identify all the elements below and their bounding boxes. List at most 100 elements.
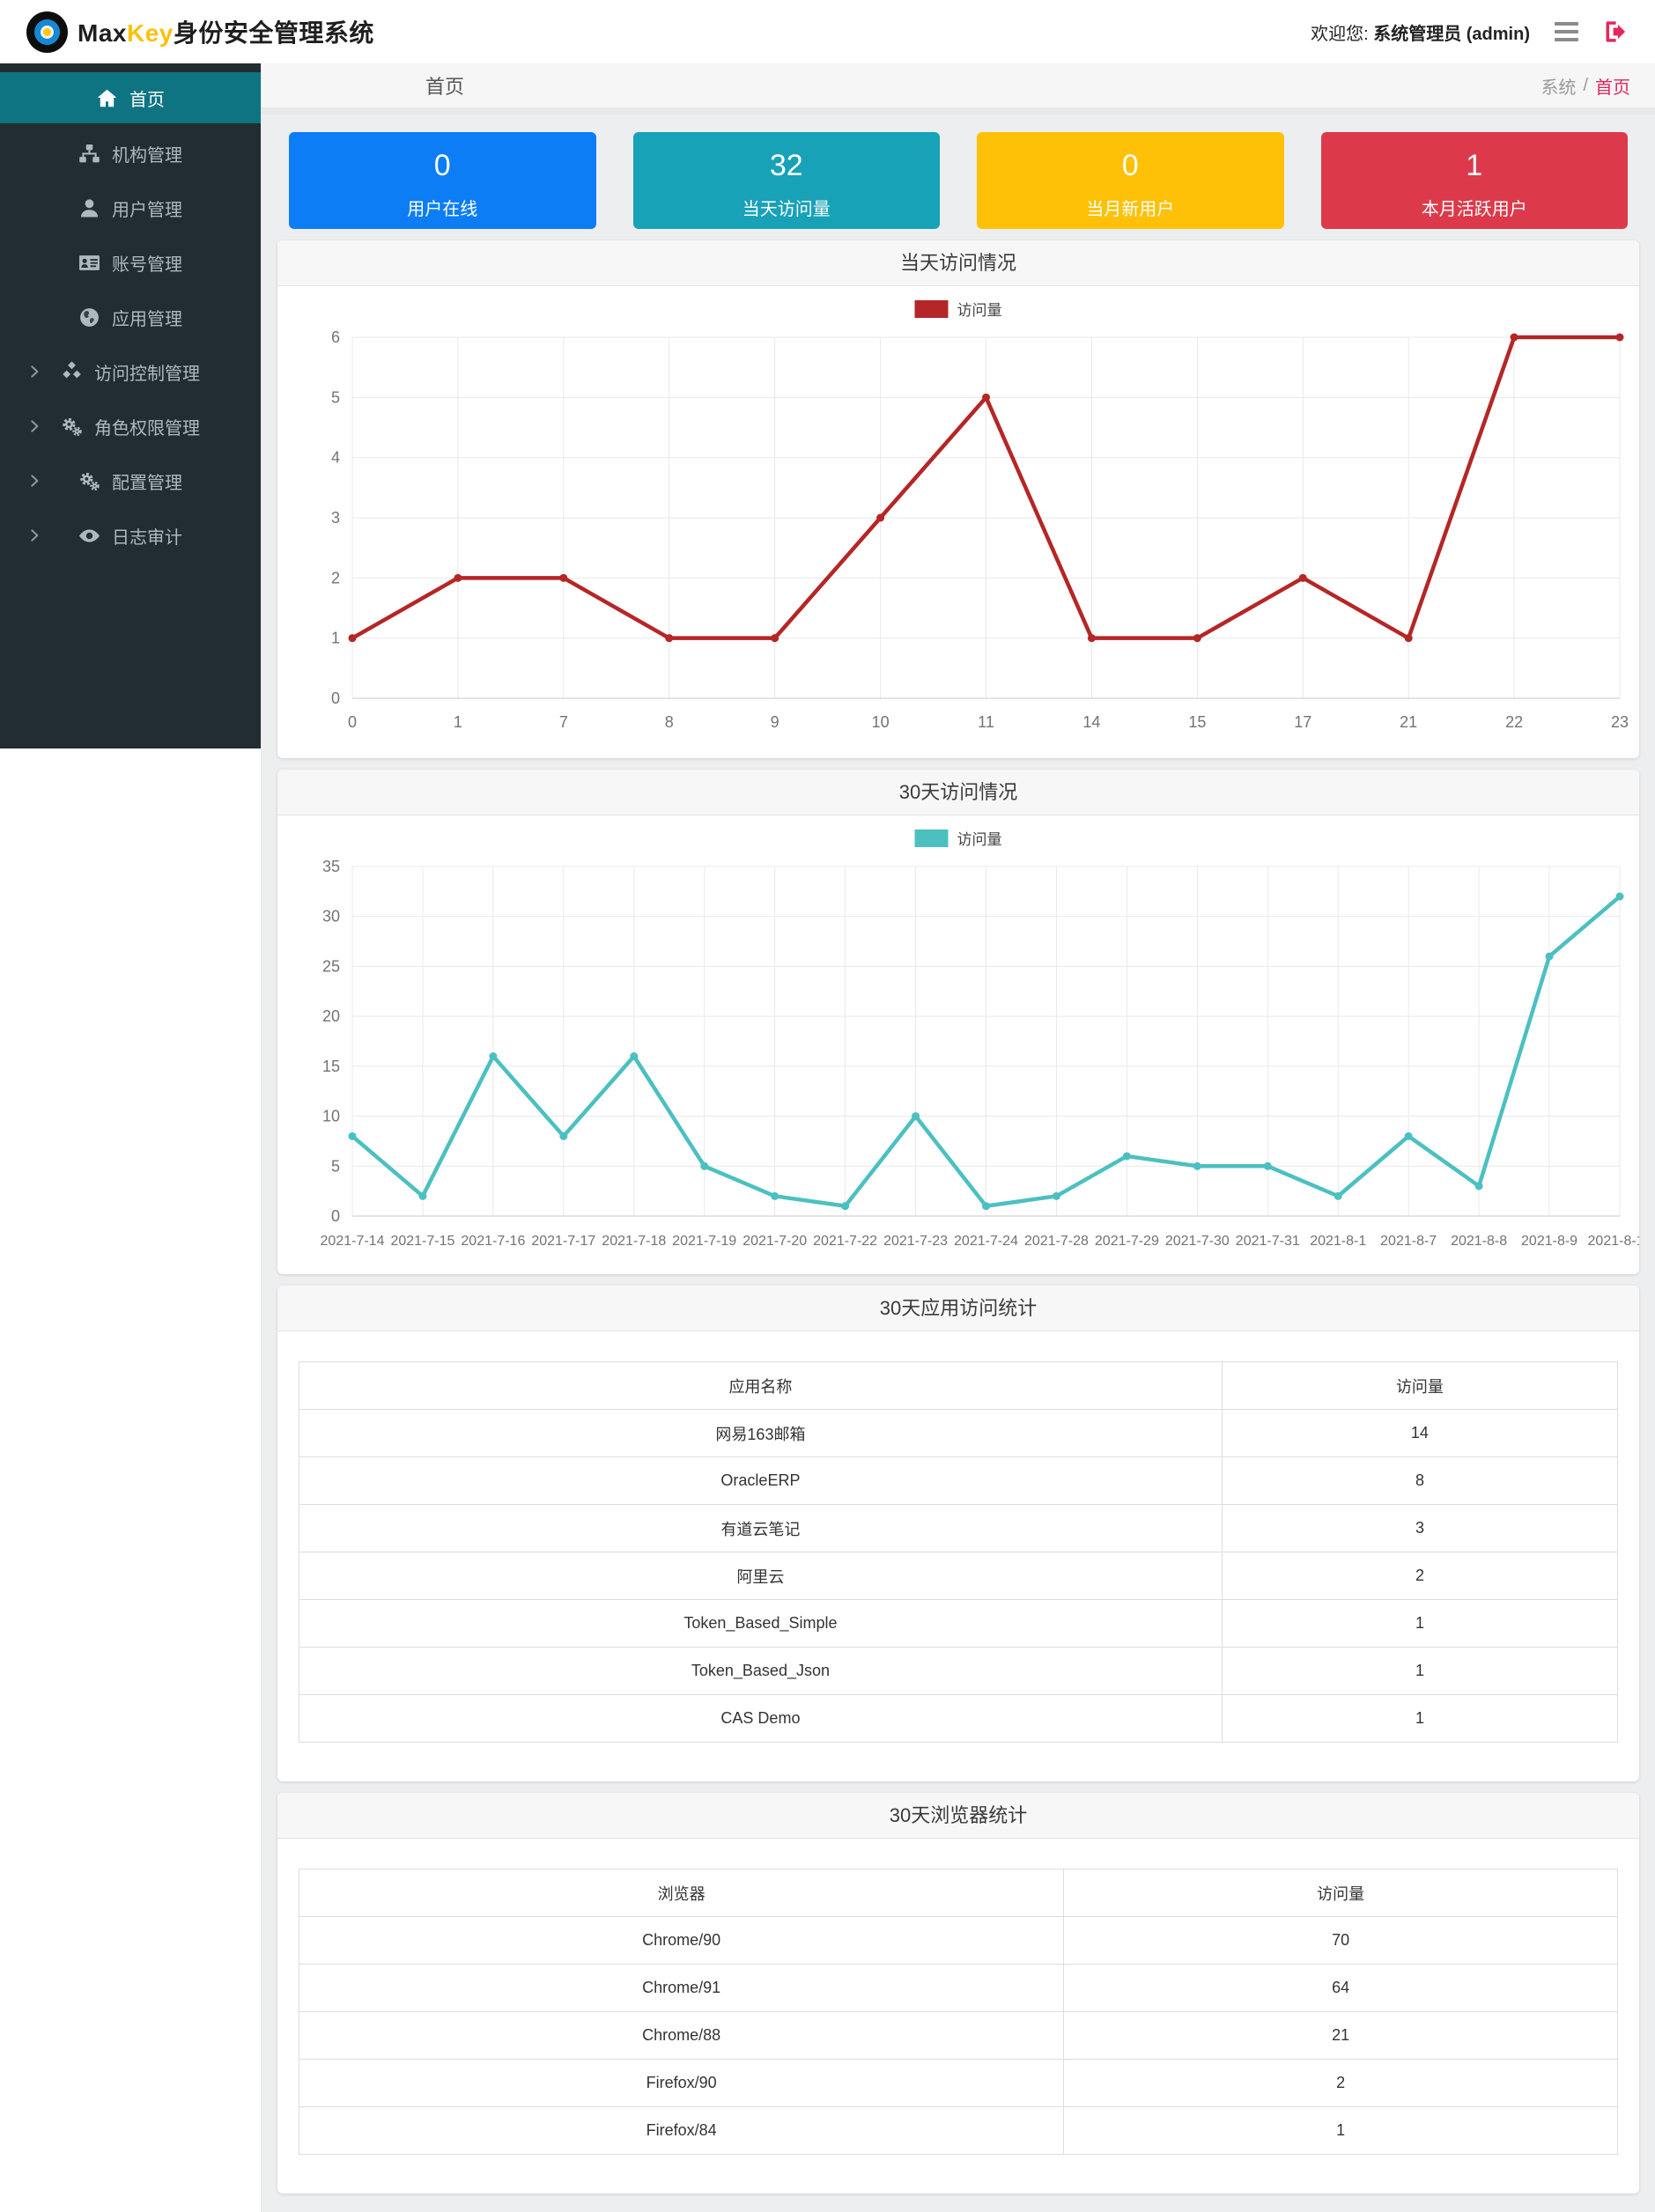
sidebar-item-org[interactable]: 机构管理 (0, 126, 261, 181)
stat-card-value: 32 (769, 149, 803, 182)
app-visits-table: 应用名称 访问量 网易163邮箱 14 OracleERP 8 有道云笔记 3 阿里云 2 Toke… (299, 1361, 1619, 1743)
svg-text:0: 0 (331, 1207, 340, 1225)
app-title: MaxKey身份安全管理系统 (78, 19, 374, 47)
maxkey-logo-icon (26, 11, 68, 53)
table-header-row: 浏览器 访问量 (298, 1869, 1618, 1917)
table-cell: 70 (1063, 1916, 1618, 1965)
sidebar-item-label: 角色权限管理 (94, 418, 200, 439)
svg-text:3: 3 (331, 509, 340, 527)
table-cell: CAS Demo (299, 1694, 1223, 1743)
table-cell: 3 (1221, 1504, 1619, 1552)
gears-icon (78, 470, 100, 492)
logout-icon[interactable] (1602, 18, 1629, 45)
table-row: Token_Based_Simple 1 (299, 1599, 1619, 1648)
sidebar-item-label: 首页 (129, 90, 165, 110)
stat-card-value: 1 (1466, 149, 1483, 182)
table-cell: Chrome/90 (298, 1916, 1065, 1965)
svg-text:25: 25 (322, 957, 340, 975)
stat-card-label: 用户在线 (407, 200, 478, 219)
table-cell: 8 (1221, 1456, 1619, 1505)
eye-icon (78, 525, 100, 547)
svg-text:2021-7-24: 2021-7-24 (954, 1234, 1018, 1249)
table-header-row: 应用名称 访问量 (299, 1361, 1619, 1410)
menu-toggle-icon[interactable] (1553, 18, 1579, 45)
svg-text:2021-8-9: 2021-8-9 (1521, 1234, 1577, 1249)
table-row: Firefox/84 1 (298, 2106, 1618, 2155)
panel-browser-stats: 30天浏览器统计 浏览器 访问量 Chrome/90 70 Chrome/91 64 Chr… (277, 1793, 1639, 2194)
sidebar-item-label: 日志审计 (112, 527, 182, 548)
table-cell: Chrome/91 (298, 1964, 1065, 2012)
stat-card-3: 1 本月活跃用户 (1320, 132, 1628, 229)
content-area: 首页 系统 / 首页 0 用户在线 32 当天访问量 0 当月新用户 1 本月活跃用户 当天访… (262, 63, 1655, 2212)
svg-text:2: 2 (331, 569, 340, 586)
panel-today-visits-title: 当天访问情况 (277, 240, 1639, 286)
svg-text:2021-8-1: 2021-8-1 (1310, 1234, 1366, 1249)
stat-cards-row: 0 用户在线 32 当天访问量 0 当月新用户 1 本月活跃用户 (277, 130, 1639, 229)
table-cell: 14 (1221, 1409, 1619, 1457)
sidebar-item-app[interactable]: 应用管理 (0, 290, 261, 344)
sidebar-item-account[interactable]: 账号管理 (0, 235, 261, 290)
table-row: 有道云笔记 3 (299, 1504, 1619, 1552)
svg-text:10: 10 (322, 1108, 340, 1125)
svg-text:1: 1 (454, 713, 462, 731)
table-row: 阿里云 2 (299, 1552, 1619, 1600)
table-cell: 21 (1063, 2011, 1618, 2060)
svg-text:35: 35 (322, 858, 340, 875)
panel-30day-visits-title: 30天访问情况 (277, 770, 1639, 815)
svg-text:0: 0 (348, 713, 357, 731)
svg-text:1: 1 (331, 630, 340, 647)
stat-card-value: 0 (433, 149, 451, 182)
svg-text:9: 9 (771, 713, 779, 731)
table-cell: 阿里云 (299, 1552, 1223, 1600)
svg-text:30: 30 (322, 908, 340, 925)
30day-visits-line-chart: 0 5 10 15 20 25 30 35 2021-7-14 2021-7-15 2021-7-1… (321, 830, 1639, 1249)
sidebar-item-config[interactable]: 配置管理 (0, 453, 261, 508)
browser-visits-table: 浏览器 访问量 Chrome/90 70 Chrome/91 64 Chrome/88 21 F… (298, 1869, 1618, 2155)
svg-text:2021-7-19: 2021-7-19 (672, 1234, 736, 1249)
table-cell: 1 (1221, 1647, 1619, 1695)
sidebar-item-access[interactable]: 访问控制管理 (0, 344, 261, 399)
sidebar-item-role[interactable]: 角色权限管理 (0, 399, 261, 453)
svg-text:14: 14 (1082, 713, 1100, 731)
sidebar-item-audit[interactable]: 日志审计 (0, 508, 261, 563)
sidebar-item-user[interactable]: 用户管理 (0, 181, 261, 235)
stat-card-label: 当月新用户 (1086, 200, 1175, 219)
breadcrumb-current[interactable]: 首页 (1595, 77, 1630, 98)
content-header: 首页 系统 / 首页 (262, 63, 1655, 114)
sidebar-item-label: 访问控制管理 (94, 364, 200, 384)
table-cell: 1 (1063, 2106, 1618, 2155)
svg-text:2021-8-8: 2021-8-8 (1451, 1234, 1507, 1249)
svg-text:10: 10 (872, 713, 890, 731)
table-cell: 2 (1063, 2059, 1618, 2107)
svg-text:2021-7-14: 2021-7-14 (321, 1234, 385, 1249)
idcard-icon (78, 252, 100, 274)
table-cell: Firefox/84 (298, 2106, 1065, 2155)
svg-text:22: 22 (1505, 713, 1523, 731)
svg-text:11: 11 (978, 713, 994, 731)
table-column-header: 访问量 (1221, 1361, 1619, 1410)
table-column-header: 浏览器 (298, 1869, 1065, 1917)
breadcrumb-separator: / (1583, 75, 1588, 95)
svg-text:4: 4 (331, 449, 340, 467)
svg-text:2021-8-10: 2021-8-10 (1588, 1234, 1639, 1249)
svg-text:2021-8-7: 2021-8-7 (1380, 1234, 1437, 1249)
svg-text:2021-7-18: 2021-7-18 (602, 1234, 666, 1249)
svg-text:2021-7-28: 2021-7-28 (1024, 1234, 1089, 1249)
svg-text:6: 6 (331, 328, 340, 346)
table-cell: 64 (1063, 1964, 1618, 2012)
svg-text:23: 23 (1611, 713, 1629, 731)
stat-card-value: 0 (1121, 149, 1139, 182)
panel-today-visits: 当天访问情况 0 1 2 3 4 5 6 0 1 7 8 9 10 11 14 15 17 21 22 23 访问量 (277, 240, 1639, 758)
table-row: Firefox/90 2 (298, 2059, 1618, 2107)
table-cell: 网易163邮箱 (299, 1409, 1223, 1457)
svg-text:2021-7-23: 2021-7-23 (883, 1234, 948, 1249)
panel-app-stats-title: 30天应用访问统计 (277, 1286, 1639, 1331)
chevron-right-icon (26, 527, 42, 543)
svg-text:21: 21 (1400, 713, 1417, 731)
svg-text:20: 20 (322, 1007, 340, 1025)
svg-text:2021-7-30: 2021-7-30 (1165, 1234, 1230, 1249)
sidebar-item-home[interactable]: 首页 (0, 72, 261, 123)
home-icon (96, 87, 118, 109)
table-cell: Token_Based_Simple (299, 1599, 1223, 1648)
